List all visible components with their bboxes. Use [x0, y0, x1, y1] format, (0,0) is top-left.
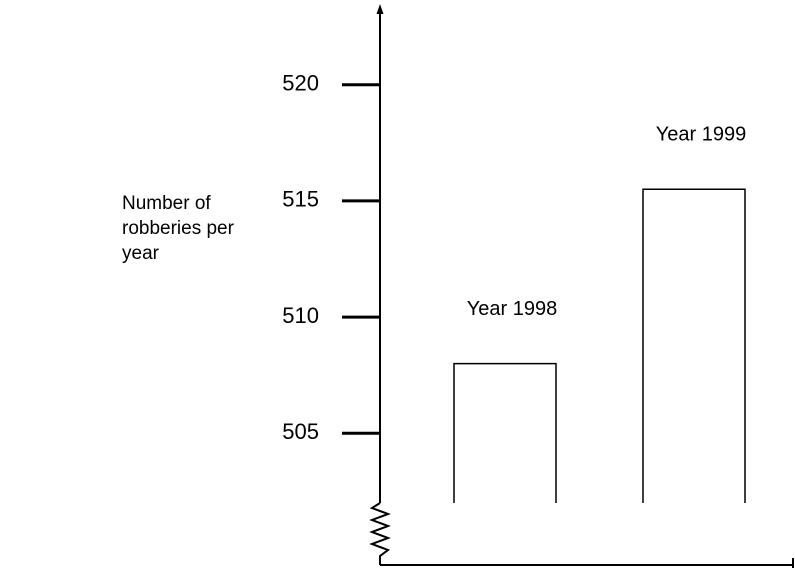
y-tick-label: 510 [282, 303, 319, 328]
bar [642, 188, 746, 503]
y-axis-label: Number of robberies per year [122, 193, 234, 264]
axes [369, 4, 794, 568]
y-axis-arrow [376, 4, 384, 14]
bar-label: Year 1998 [467, 298, 557, 320]
y-tick-label: 520 [282, 71, 319, 96]
axis-break [369, 502, 391, 565]
y-tick-label: 505 [282, 419, 319, 444]
bar [453, 362, 557, 503]
bar-label: Year 1999 [656, 124, 746, 146]
y-tick-label: 515 [282, 187, 319, 212]
